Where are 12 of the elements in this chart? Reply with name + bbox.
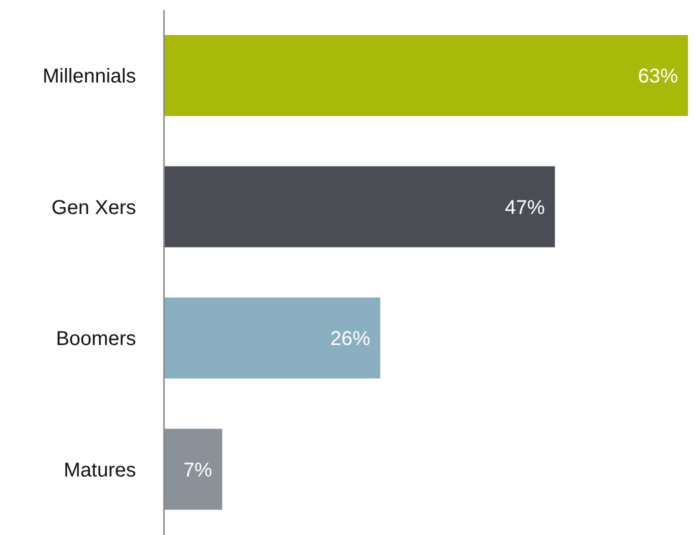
- y-tick-label: Boomers: [56, 328, 136, 350]
- y-tick-label: Matures: [64, 459, 136, 482]
- data-label: 7%: [183, 459, 212, 482]
- bar: [164, 297, 380, 378]
- y-tick-label: Gen Xers: [52, 196, 136, 219]
- y-tick-label: Millennials: [42, 66, 136, 88]
- data-label: 26%: [330, 328, 370, 350]
- bar: [164, 166, 555, 248]
- data-label: 47%: [504, 196, 546, 219]
- data-label: 63%: [638, 66, 678, 88]
- bar: [164, 428, 222, 510]
- bar: [164, 34, 688, 116]
